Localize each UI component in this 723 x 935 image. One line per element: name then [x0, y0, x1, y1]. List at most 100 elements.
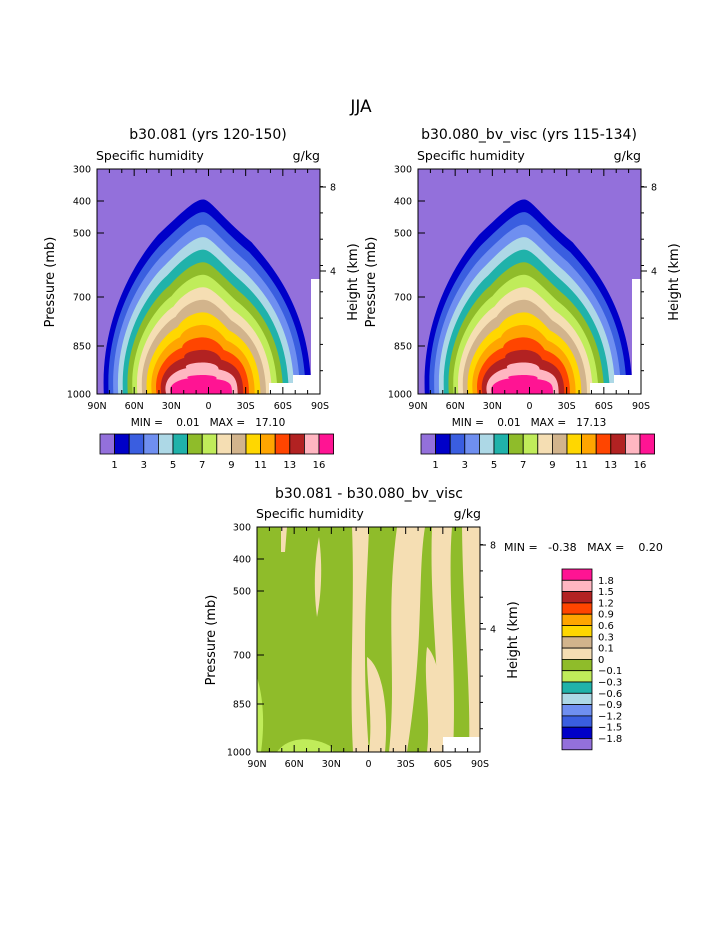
colorbar-swatch: [624, 433, 641, 455]
colorbar-swatch: [561, 591, 593, 604]
colorbar-swatch: [99, 433, 116, 455]
y-tick-label: 1000: [388, 390, 412, 401]
y-tick-label: 500: [73, 229, 91, 240]
x-tick-label: 0: [526, 401, 532, 412]
x-tick-label: 30N: [322, 759, 341, 770]
y-tick-label: 300: [73, 165, 91, 176]
diff-contour-negative: [257, 677, 264, 752]
colorbar-label: 0.9: [598, 610, 614, 621]
panel-1-axes: 90N 60N 30N 0 30S 60S 90S 300 400 500 700 850 1000 8 4: [67, 165, 336, 413]
colorbar-label: 1.2: [598, 598, 614, 609]
colorbar-label: 3: [462, 460, 468, 471]
colorbar-label: −0.6: [598, 689, 622, 700]
colorbar-swatch: [561, 625, 593, 638]
y-right-tick-label: 4: [330, 267, 336, 278]
y-tick-label: 1000: [227, 748, 251, 759]
colorbar-label: 11: [575, 460, 588, 471]
x-tick-label: 60N: [285, 759, 304, 770]
colorbar-swatch: [561, 704, 593, 717]
colorbar-label: 0.3: [598, 632, 614, 643]
colorbar-swatch: [230, 433, 247, 455]
contour-level: [491, 375, 553, 394]
colorbar-swatch: [158, 433, 174, 455]
y-tick-label: 850: [233, 700, 251, 711]
colorbar-label: 3: [141, 460, 147, 471]
x-tick-label: 90N: [87, 401, 106, 412]
colorbar-swatch: [561, 613, 593, 626]
y-tick-label: 700: [73, 293, 91, 304]
panel-2-colorbar: 1 3 5 7 9 11 13 16: [420, 433, 656, 471]
colorbar-swatch: [561, 738, 593, 751]
x-tick-label: 90N: [247, 759, 266, 770]
panel-1-title: b30.081 (yrs 120-150): [129, 127, 287, 143]
y-tick-label: 500: [233, 587, 251, 598]
colorbar-swatch: [274, 433, 291, 455]
colorbar-label: 9: [549, 460, 555, 471]
y-tick-label: 850: [394, 342, 412, 353]
x-tick-label: 60S: [274, 401, 292, 412]
panel-2-ylabel-right: Height (km): [667, 243, 682, 320]
y-tick-label: 300: [394, 165, 412, 176]
x-tick-label: 90N: [408, 401, 427, 412]
colorbar-label: 5: [170, 460, 176, 471]
y-tick-label: 300: [233, 523, 251, 534]
colorbar-swatch: [318, 433, 335, 455]
colorbar-swatch: [289, 433, 305, 455]
colorbar-swatch: [508, 433, 524, 455]
colorbar-swatch: [610, 433, 626, 455]
colorbar-swatch: [143, 433, 159, 455]
panel-3-left-subtitle: Specific humidity: [256, 506, 364, 521]
diff-contour-positive: [431, 527, 454, 752]
colorbar-swatch: [479, 433, 495, 455]
x-tick-label: 60S: [595, 401, 613, 412]
missing-data: [269, 279, 320, 394]
colorbar-swatch: [561, 681, 593, 694]
panel-1-ylabel-right: Height (km): [346, 243, 361, 320]
colorbar-swatch: [561, 568, 593, 581]
panel-2-axes: 90N 60N 30N 0 30S 60S 90S 300 400 500 700 850 1000 8 4: [388, 165, 657, 413]
colorbar-swatch: [561, 715, 593, 728]
x-tick-label: 60S: [434, 759, 452, 770]
panel-1-right-subtitle: g/kg: [293, 148, 320, 163]
colorbar-swatch: [561, 692, 593, 706]
panel-1-plot: 90N 60N 30N 0 30S 60S 90S 300 400 500 700 850 1000 8 4: [67, 165, 336, 413]
colorbar-label: 1.8: [598, 576, 614, 587]
panel-2: b30.080_bv_visc (yrs 115-134) Specific h…: [364, 127, 682, 471]
colorbar-label: 16: [313, 460, 326, 471]
colorbar-swatch: [420, 433, 437, 455]
missing-data: [590, 279, 641, 394]
diff-contour-positive: [389, 527, 425, 752]
colorbar-label: 13: [283, 460, 296, 471]
diff-contour-positive: [425, 647, 445, 752]
panel-3-title: b30.081 - b30.080_bv_visc: [275, 486, 463, 502]
y-tick-label: 850: [73, 342, 91, 353]
x-tick-label: 30N: [162, 401, 181, 412]
y-tick-label: 1000: [67, 390, 91, 401]
x-tick-label: 60N: [446, 401, 465, 412]
y-tick-label: 400: [394, 197, 412, 208]
colorbar-swatch: [464, 433, 480, 455]
colorbar-label: 16: [634, 460, 647, 471]
colorbar-swatch: [128, 433, 145, 455]
colorbar-swatch: [303, 433, 320, 455]
colorbar-swatch: [522, 433, 539, 455]
colorbar-label: 0: [598, 655, 604, 666]
colorbar-swatch: [561, 579, 593, 593]
y-right-tick-label: 4: [490, 625, 496, 636]
colorbar-swatch: [561, 726, 593, 739]
panel-3-ylabel: Pressure (mb): [204, 595, 219, 686]
missing-data: [443, 737, 480, 752]
x-tick-label: 90S: [471, 759, 489, 770]
y-tick-label: 700: [233, 651, 251, 662]
panel-1-minmax: MIN = 0.01 MAX = 17.10: [131, 417, 286, 429]
x-tick-label: 0: [365, 759, 371, 770]
colorbar-swatch: [561, 602, 593, 615]
colorbar-label: 11: [254, 460, 267, 471]
colorbar-label: 0.1: [598, 644, 614, 655]
colorbar-swatch: [435, 433, 451, 455]
diff-contour-positive: [281, 527, 287, 552]
colorbar-label: −1.5: [598, 723, 622, 734]
panel-2-contours: [418, 169, 641, 394]
panel-2-minmax: MIN = 0.01 MAX = 17.13: [452, 417, 607, 429]
y-tick-label: 700: [394, 293, 412, 304]
